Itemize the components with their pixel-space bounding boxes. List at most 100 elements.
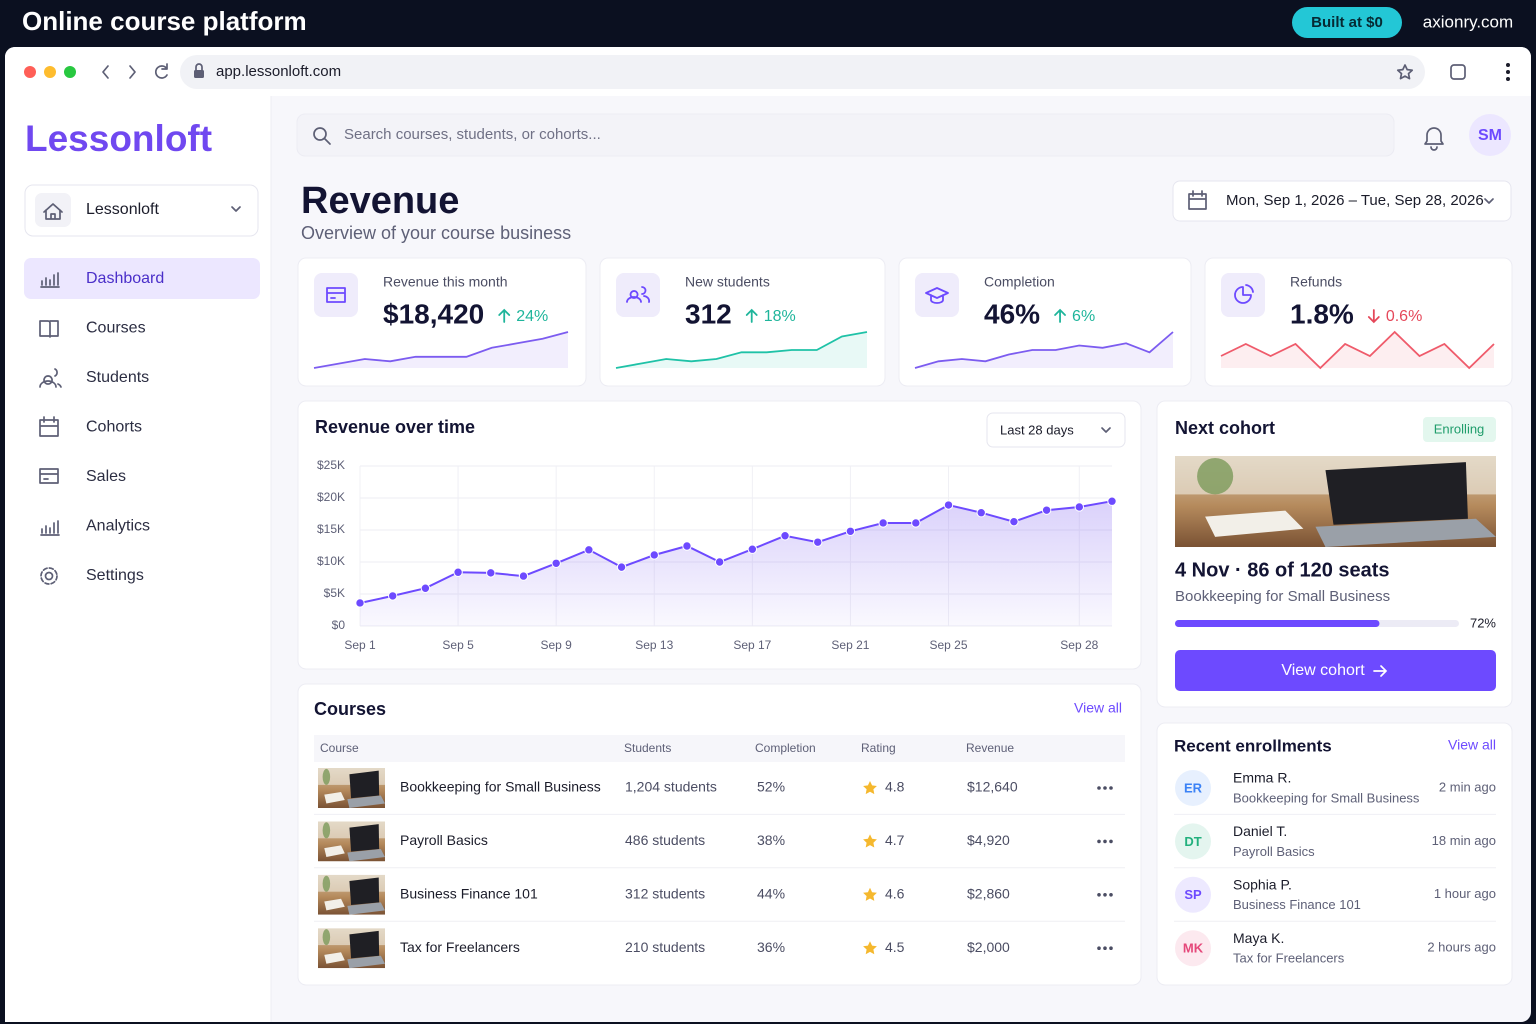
row-menu[interactable] <box>1097 839 1113 844</box>
brand[interactable]: Lessonloft <box>25 118 212 159</box>
course-revenue: $4,920 <box>967 832 1010 848</box>
enrollments-title: Recent enrollments <box>1174 736 1332 755</box>
site[interactable]: axionry.com <box>1423 12 1513 31</box>
kpi-card <box>297 257 587 387</box>
point <box>1041 505 1052 515</box>
url-bar[interactable] <box>180 55 1425 89</box>
enrollee-name[interactable]: Maya K. <box>1233 930 1284 946</box>
course-name[interactable]: Tax for Freelancers <box>400 939 520 955</box>
nav-item[interactable]: Courses <box>86 320 146 337</box>
nav-item[interactable]: Sales <box>86 468 126 485</box>
dot <box>1097 839 1101 844</box>
extensions[interactable] <box>1450 64 1466 80</box>
nav-active <box>24 258 260 299</box>
course-completion: 52% <box>757 779 785 795</box>
kpi-change: 18% <box>764 308 796 325</box>
enrollee-initials: ER <box>1184 780 1203 795</box>
notifications[interactable] <box>1424 127 1444 151</box>
course-thumbnail <box>318 821 385 862</box>
change-arrow <box>1054 308 1066 323</box>
avatar[interactable] <box>1469 114 1511 156</box>
x-tick-label: Sep 13 <box>635 638 673 652</box>
range-select[interactable] <box>986 412 1126 448</box>
status: Enrolling <box>1434 421 1485 436</box>
nav-item[interactable]: Dashboard <box>86 270 164 287</box>
course-completion: 36% <box>757 939 785 955</box>
course-students: 1,204 students <box>625 779 717 795</box>
y-tick-label: $20K <box>317 490 345 504</box>
avatar-initials[interactable]: SM <box>1478 127 1502 144</box>
y-tick-label: $0 <box>332 618 346 632</box>
forward[interactable] <box>129 65 136 79</box>
dot <box>1103 839 1107 844</box>
date-range-select[interactable] <box>1172 180 1512 222</box>
reload[interactable] <box>154 63 168 79</box>
point <box>616 562 627 572</box>
calendar-icon <box>1188 190 1207 210</box>
range-select-text[interactable]: Last 28 days <box>1000 422 1074 437</box>
status-badge <box>1423 417 1496 442</box>
point <box>747 544 758 554</box>
course-revenue: $12,640 <box>967 779 1018 795</box>
line <box>359 500 1113 604</box>
cohort-headline: 4 Nov · 86 of 120 seats <box>1175 559 1390 581</box>
enrollment-time: 18 min ago <box>1432 833 1496 848</box>
enrollment-time: 2 hours ago <box>1427 940 1496 955</box>
badge-text[interactable]: Built at $0 <box>1311 14 1383 31</box>
sparkline <box>914 331 1174 369</box>
row-menu[interactable] <box>1097 786 1113 790</box>
maximize[interactable] <box>64 66 76 78</box>
badge[interactable] <box>1292 7 1402 38</box>
row-menu[interactable] <box>1097 946 1113 950</box>
row-menu[interactable] <box>1097 893 1113 897</box>
point <box>976 508 986 518</box>
nav-item[interactable]: Analytics <box>86 518 150 535</box>
dot <box>1103 786 1107 790</box>
nav-item[interactable]: Settings <box>86 567 144 584</box>
course-name[interactable]: Business Finance 101 <box>400 886 538 902</box>
bookmark[interactable] <box>1396 64 1414 80</box>
menu[interactable] <box>1506 63 1510 81</box>
course-name[interactable]: Bookkeeping for Small Business <box>400 779 601 795</box>
kpi-card <box>898 257 1192 387</box>
date-range[interactable]: Mon, Sep 1, 2026 – Tue, Sep 28, 2026 <box>1226 192 1484 209</box>
minimize[interactable] <box>44 66 56 78</box>
point <box>911 518 921 528</box>
course-completion: 38% <box>757 832 785 848</box>
point <box>584 545 594 555</box>
back[interactable] <box>102 65 109 79</box>
view-all[interactable]: View all <box>1074 700 1122 716</box>
progress-fill <box>1175 620 1380 627</box>
workspace-select[interactable] <box>24 184 259 237</box>
close[interactable] <box>24 66 36 78</box>
point <box>1074 502 1085 512</box>
workspace[interactable]: Lessonloft <box>86 201 159 218</box>
course-name[interactable]: Payroll Basics <box>400 832 488 848</box>
y-tick-label: $10K <box>317 554 345 568</box>
view-cohort-button[interactable] <box>1175 650 1496 691</box>
search-placeholder[interactable]: Search courses, students, or cohorts... <box>344 126 601 143</box>
page-subtitle: Overview of your course business <box>301 223 571 243</box>
enrollee-name[interactable]: Daniel T. <box>1233 823 1287 839</box>
enrollee-name[interactable]: Emma R. <box>1233 770 1291 786</box>
search[interactable] <box>296 113 1395 157</box>
kpi-icon <box>925 287 949 304</box>
photo <box>318 768 385 808</box>
chevron <box>1101 427 1111 433</box>
column-header: Students <box>624 741 671 755</box>
nav-item[interactable]: Students <box>86 369 149 386</box>
enrollee-name[interactable]: Sophia P. <box>1233 877 1292 893</box>
banner-title: Online course platform <box>22 6 307 36</box>
lock <box>194 70 204 78</box>
cohort-image <box>1175 456 1496 547</box>
x-tick-label: Sep 9 <box>540 638 572 652</box>
url[interactable]: app.lessonloft.com <box>216 63 341 80</box>
button-text[interactable]: View cohort <box>1281 662 1365 679</box>
nav-item[interactable]: Cohorts <box>86 419 142 436</box>
dot <box>1097 946 1101 950</box>
x-tick-label: Sep 25 <box>929 638 967 652</box>
course-rating: 4.7 <box>885 832 905 848</box>
course-thumbnail <box>318 874 385 915</box>
sparkline <box>615 331 868 369</box>
view-all[interactable]: View all <box>1448 737 1496 753</box>
